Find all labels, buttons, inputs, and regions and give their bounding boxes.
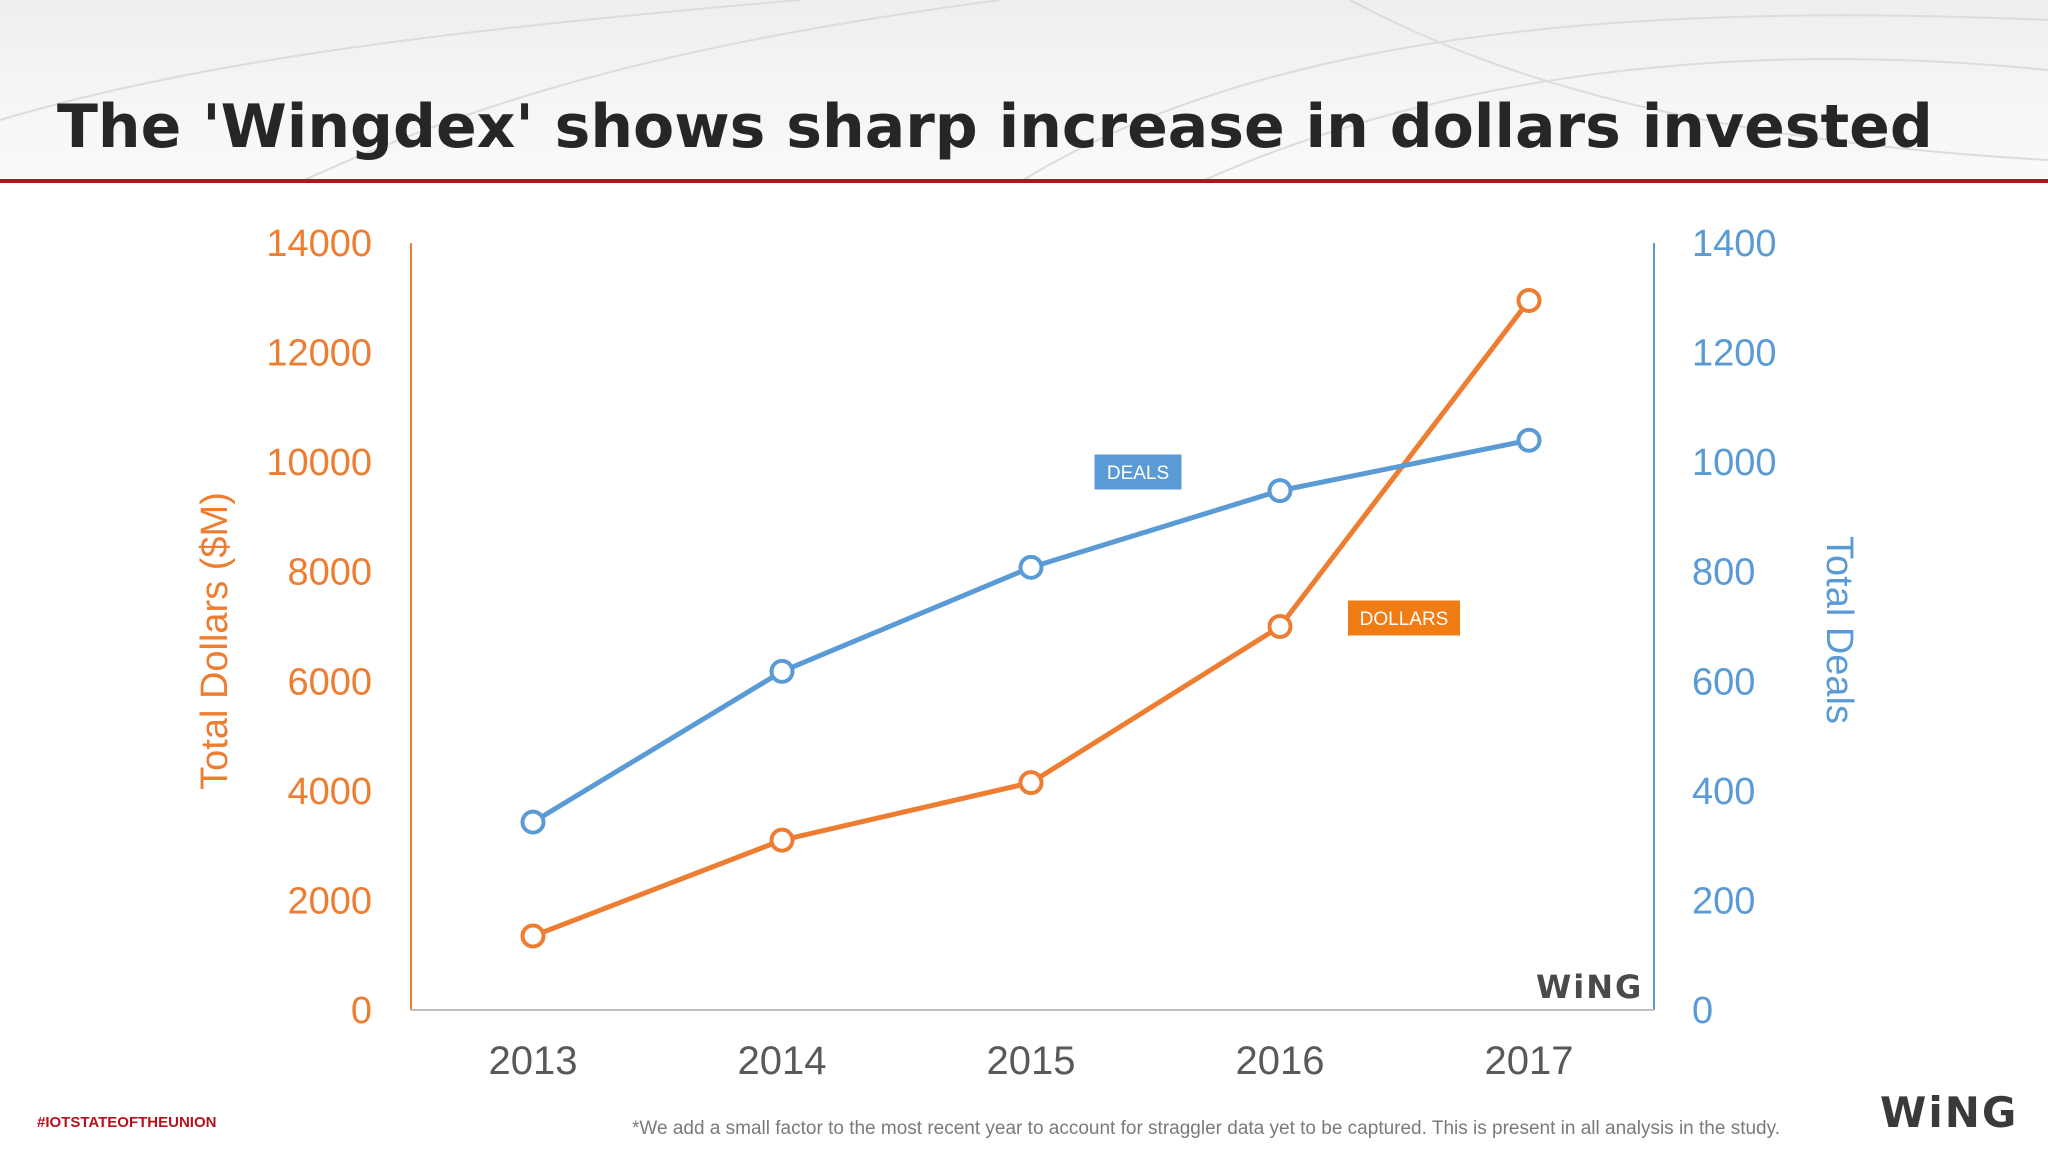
right-tick-label: 800 <box>1692 552 1755 594</box>
left-axis-ticks: 0 2000 4000 6000 8000 10000 12000 14000 <box>266 223 372 1032</box>
header-background <box>0 0 2048 182</box>
left-tick-label: 14000 <box>266 223 372 265</box>
right-axis-ticks: 0 200 400 600 800 1000 1200 1400 <box>1692 223 1777 1032</box>
x-tick-label: 2014 <box>738 1039 827 1083</box>
data-point-deals <box>1516 427 1542 453</box>
data-point-dollars <box>1018 770 1044 796</box>
left-tick-label: 4000 <box>287 771 372 813</box>
slide-title: The 'Wingdex' shows sharp increase in do… <box>57 92 1933 162</box>
chart-logo-text: WiNG <box>1536 968 1644 1006</box>
data-point-dollars <box>769 827 795 853</box>
x-tick-label: 2017 <box>1485 1039 1574 1083</box>
right-tick-label: 400 <box>1692 771 1755 813</box>
series-labels: DOLLARS DEALS <box>1094 454 1460 636</box>
right-tick-label: 1200 <box>1692 333 1777 375</box>
series-label-box <box>1348 600 1460 636</box>
x-tick-label: 2016 <box>1236 1039 1325 1083</box>
series-label-text: DOLLARS <box>1360 609 1449 630</box>
data-point-dollars <box>1516 288 1542 314</box>
left-tick-label: 12000 <box>266 333 372 375</box>
data-point-deals <box>520 809 546 835</box>
chart-axes <box>410 243 1655 1011</box>
chart-wing-logo: WiNG <box>1536 968 1643 1006</box>
right-tick-label: 0 <box>1692 990 1713 1032</box>
series-label-box <box>1094 454 1182 490</box>
left-tick-label: 8000 <box>287 552 372 594</box>
footer-wing-logo: WiNG <box>1880 1088 2018 1137</box>
series-label-text: DEALS <box>1107 463 1169 484</box>
right-tick-label: 1000 <box>1692 442 1777 484</box>
left-tick-label: 10000 <box>266 442 372 484</box>
left-tick-label: 2000 <box>287 880 372 922</box>
right-tick-label: 200 <box>1692 880 1755 922</box>
right-tick-label: 1400 <box>1692 223 1777 265</box>
data-point-deals <box>1018 554 1044 580</box>
footnote: *We add a small factor to the most recen… <box>632 1118 1780 1139</box>
hashtag: #IOTSTATEOFTHEUNION <box>37 1114 217 1131</box>
header-wing-pattern <box>0 0 2048 182</box>
left-tick-label: 0 <box>351 990 372 1032</box>
title-divider <box>0 179 2048 183</box>
data-point-dollars <box>520 923 546 949</box>
x-tick-label: 2013 <box>489 1039 578 1083</box>
data-point-deals <box>1267 478 1293 504</box>
data-point-dollars <box>1267 614 1293 639</box>
right-axis-label: Total Deals <box>1818 536 1860 724</box>
data-point-deals <box>769 658 795 684</box>
left-axis-label: Total Dollars ($M) <box>194 492 236 790</box>
x-axis-ticks: 2013 2014 2015 2016 2017 <box>489 1039 1574 1083</box>
right-tick-label: 600 <box>1692 661 1755 703</box>
series-points <box>520 288 1542 949</box>
footer-logo-text: WiNG <box>1880 1088 2019 1137</box>
left-tick-label: 6000 <box>287 661 372 703</box>
series-label-dollars: DOLLARS <box>1348 600 1460 636</box>
x-tick-label: 2015 <box>987 1039 1076 1083</box>
series-label-deals: DEALS <box>1094 454 1182 490</box>
